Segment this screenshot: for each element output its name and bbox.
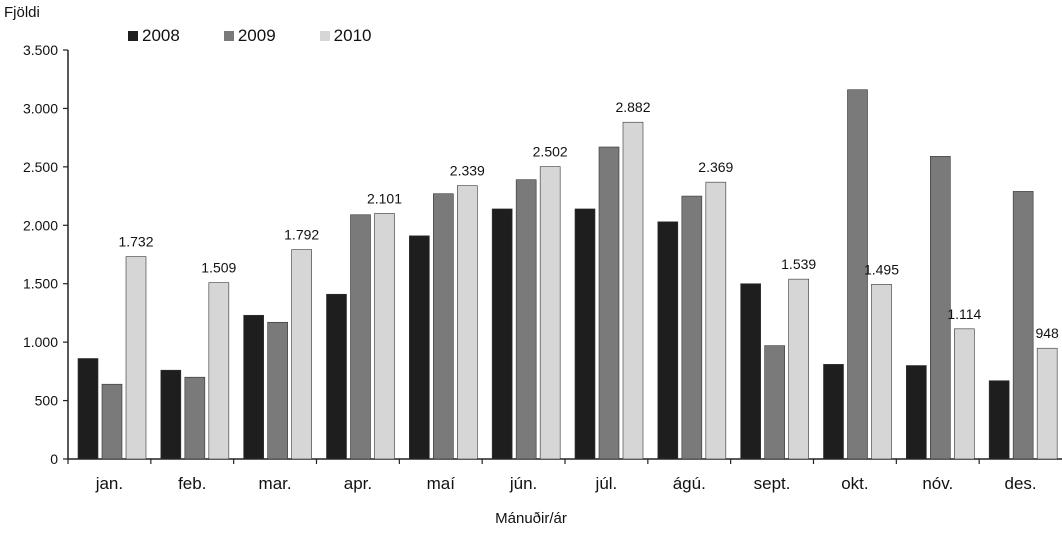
legend-item-2009: 2009 xyxy=(223,26,276,46)
bar-2009-ágú. xyxy=(681,195,703,460)
bar-2009-júl. xyxy=(598,146,620,460)
bar-2008-okt. xyxy=(823,364,844,460)
y-tick-label: 2.500 xyxy=(23,159,58,175)
bar-2009-okt. xyxy=(847,89,868,460)
bar-2009-feb. xyxy=(184,376,206,460)
x-tick-label: jan. xyxy=(95,474,123,493)
x-tick-label: mar. xyxy=(259,474,292,493)
bar-2010-apr. xyxy=(374,213,395,460)
x-tick-label: júl. xyxy=(595,474,618,493)
x-tick-label: apr. xyxy=(344,474,372,493)
y-tick-label: 1.500 xyxy=(23,276,58,292)
y-tick-label: 3.500 xyxy=(23,42,58,58)
legend-label-2010: 2010 xyxy=(333,26,372,45)
bar-2009-jan. xyxy=(101,383,123,460)
bar-2010-feb. xyxy=(208,282,230,460)
bar-2010-ágú. xyxy=(705,181,727,460)
x-tick-label: feb. xyxy=(178,474,206,493)
y-tick-label: 1.000 xyxy=(23,334,58,350)
data-label-2010: 1.792 xyxy=(284,227,319,243)
bar-2008-ágú. xyxy=(657,221,679,460)
y-tick-label: 2.000 xyxy=(23,217,58,233)
bar-2010-jún. xyxy=(539,166,561,460)
bar-2008-des. xyxy=(988,380,1010,460)
bar-2009-apr. xyxy=(350,214,371,460)
bar-2010-jan. xyxy=(125,256,147,460)
bar-2008-mar. xyxy=(243,314,264,460)
bar-2010-maí xyxy=(457,185,478,460)
bar-2010-mar. xyxy=(291,249,312,460)
bar-2009-mar. xyxy=(267,321,288,460)
bar-2009-sept. xyxy=(764,345,785,460)
bar-2010-des. xyxy=(1036,347,1058,460)
bar-2010-nóv. xyxy=(954,328,975,460)
x-tick-label: ágú. xyxy=(673,474,706,493)
bar-2008-apr. xyxy=(326,293,347,460)
bar-2009-nóv. xyxy=(930,156,951,460)
x-tick-label: okt. xyxy=(841,474,868,493)
data-label-2010: 2.101 xyxy=(367,190,402,206)
data-label-2010: 2.339 xyxy=(450,163,485,179)
data-label-2010: 1.732 xyxy=(118,234,153,250)
legend-item-2008: 2008 xyxy=(128,26,180,46)
bar-2010-okt. xyxy=(871,283,892,460)
bar-2008-maí xyxy=(409,235,430,460)
y-axis-title: Fjöldi xyxy=(4,4,40,21)
bar-2008-jún. xyxy=(491,208,513,460)
bar-2008-nóv. xyxy=(906,365,927,460)
x-axis-title: Mánuðir/ár xyxy=(495,510,567,527)
x-tick-label: maí xyxy=(427,474,456,493)
y-tick-label: 0 xyxy=(50,451,58,467)
bar-2009-jún. xyxy=(515,179,537,460)
data-label-2010: 2.882 xyxy=(615,99,650,115)
y-tick-label: 500 xyxy=(35,393,59,409)
legend-item-2010: 2010 xyxy=(319,26,372,46)
data-label-2010: 2.502 xyxy=(533,144,568,160)
bar-2010-júl. xyxy=(622,121,644,460)
bar-2008-sept. xyxy=(740,283,761,460)
bar-2008-feb. xyxy=(160,369,182,460)
y-tick-label: 3.000 xyxy=(23,100,58,116)
x-tick-label: sept. xyxy=(754,474,791,493)
legend-swatch-2008 xyxy=(128,31,138,41)
bar-2010-sept. xyxy=(788,278,809,460)
data-label-2010: 1.539 xyxy=(781,256,816,272)
bar-2008-júl. xyxy=(574,208,596,460)
data-label-2010: 948 xyxy=(1035,325,1059,341)
legend-label-2008: 2008 xyxy=(142,26,180,45)
bar-2009-maí xyxy=(433,193,454,460)
data-label-2010: 2.369 xyxy=(698,159,733,175)
data-label-2010: 1.495 xyxy=(864,261,899,277)
bar-2008-jan. xyxy=(77,358,99,460)
data-label-2010: 1.509 xyxy=(201,260,236,276)
legend-label-2009: 2009 xyxy=(237,26,276,45)
legend: 2008 2009 2010 xyxy=(128,26,371,46)
bar-2009-des. xyxy=(1012,191,1034,460)
x-tick-label: des. xyxy=(1005,474,1037,493)
x-tick-label: jún. xyxy=(509,474,537,493)
data-label-2010: 1.114 xyxy=(947,306,981,322)
legend-swatch-2009 xyxy=(223,31,234,41)
legend-swatch-2010 xyxy=(319,31,330,41)
x-tick-label: nóv. xyxy=(922,474,953,493)
